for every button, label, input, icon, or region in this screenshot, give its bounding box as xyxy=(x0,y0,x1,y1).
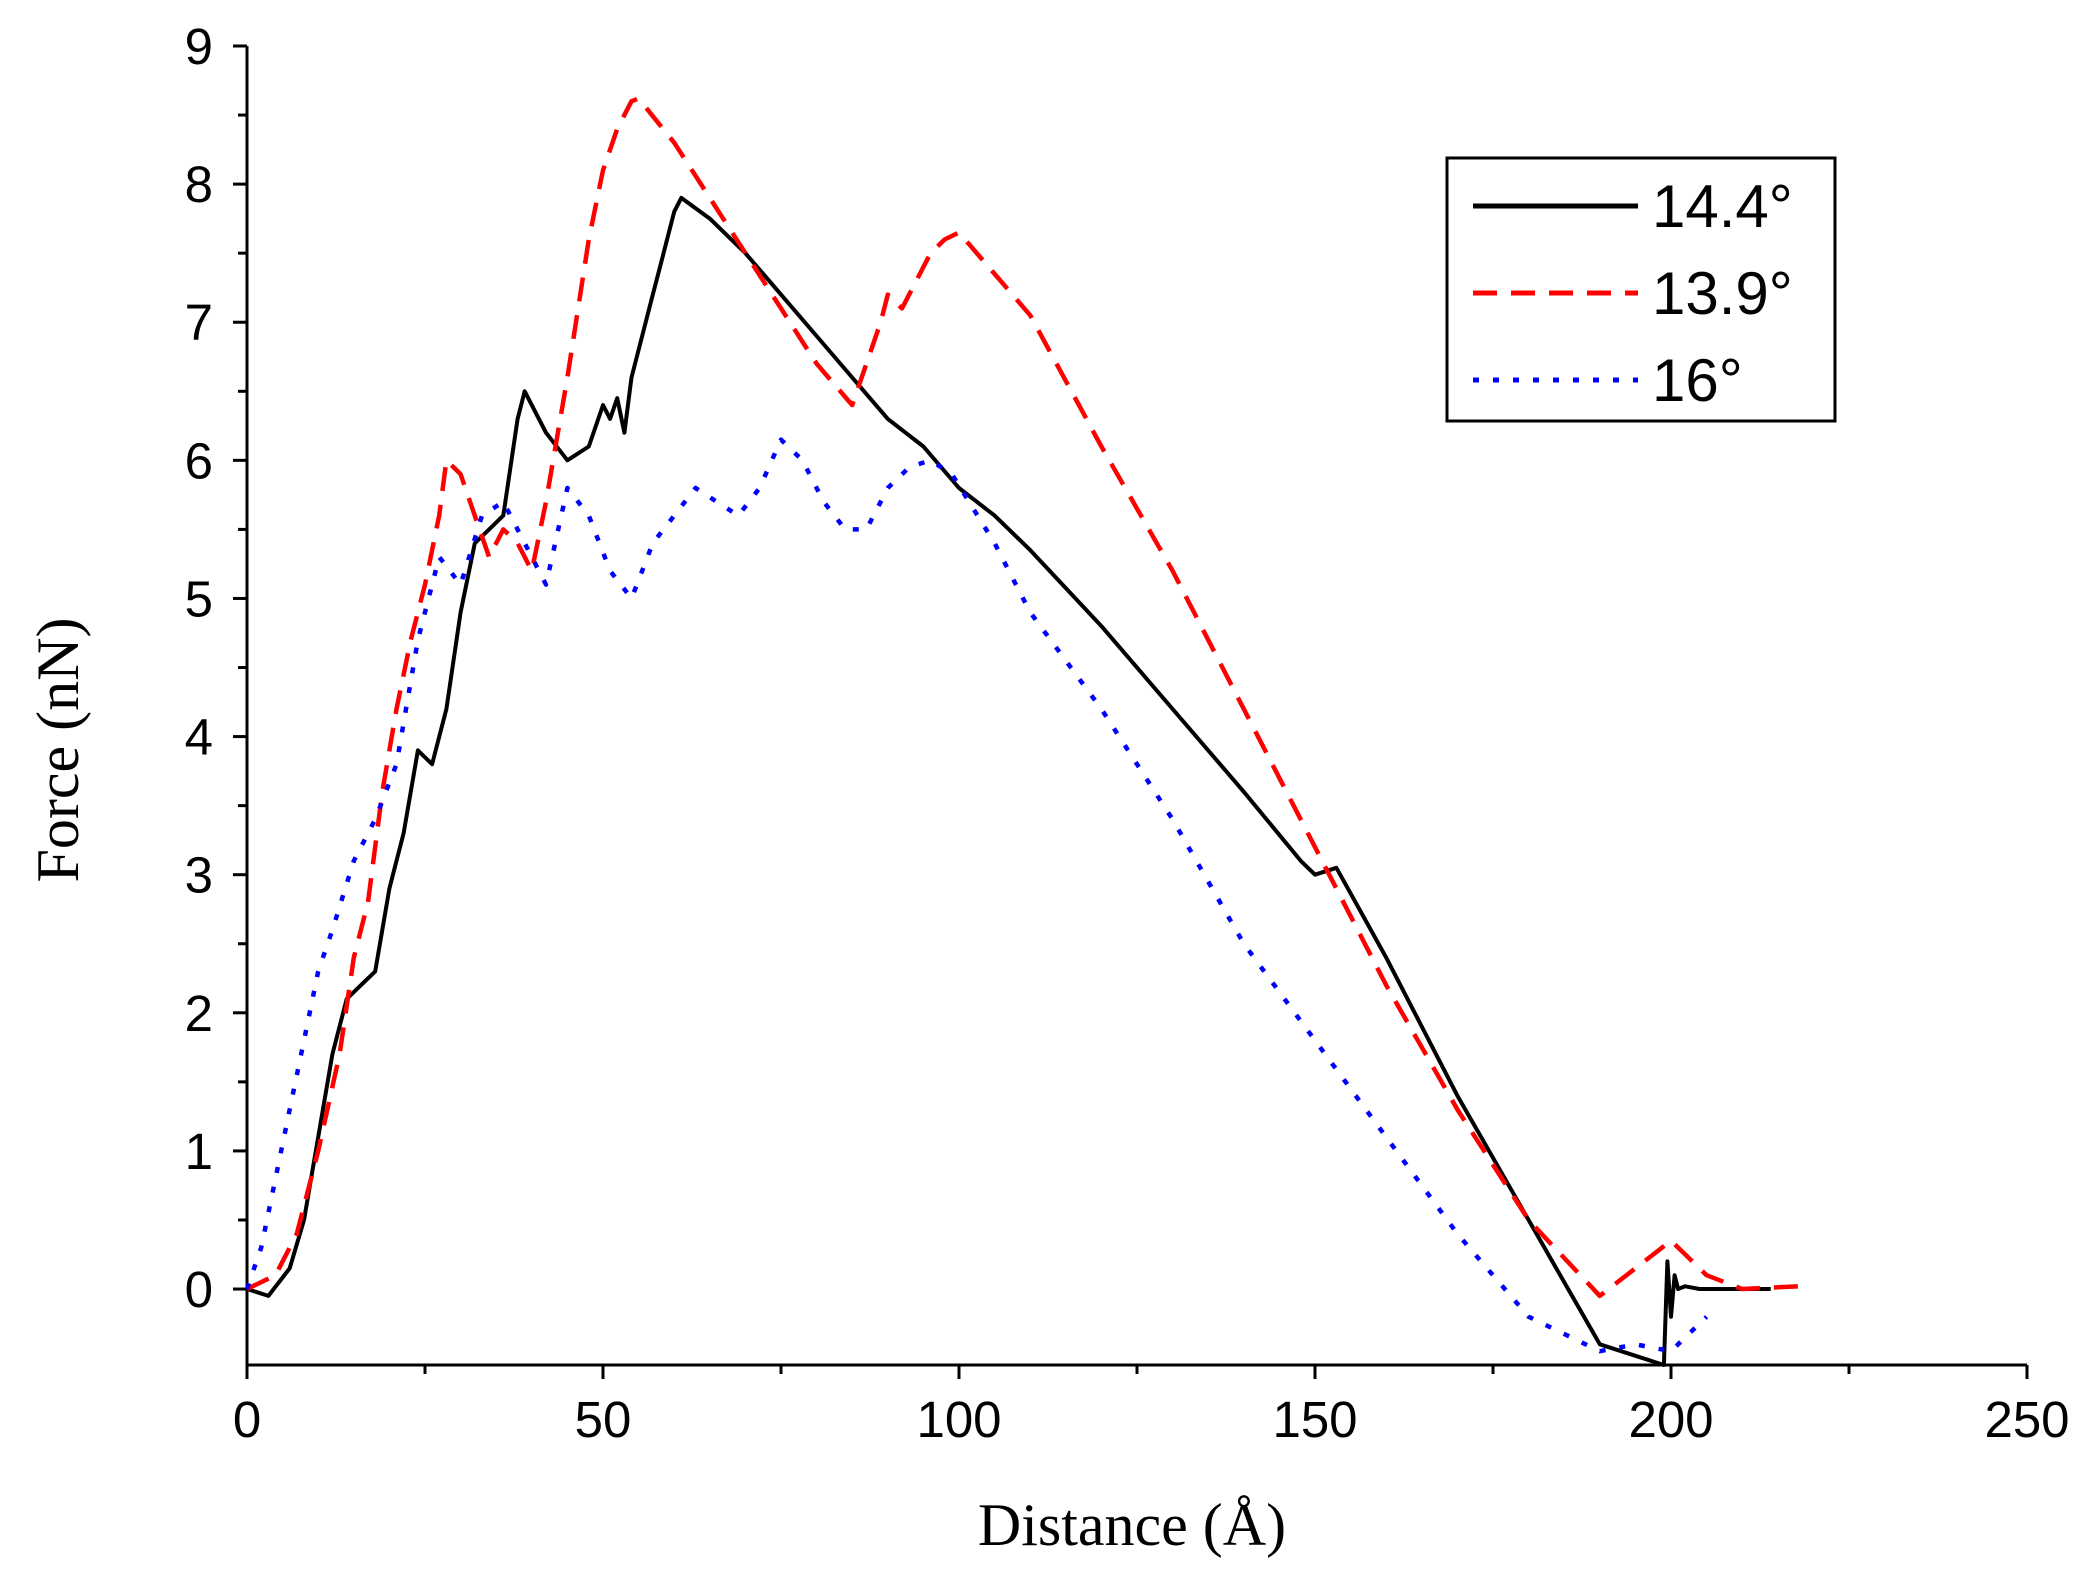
x-tick-label: 50 xyxy=(575,1391,632,1448)
series-line-14-4 xyxy=(246,195,1771,1367)
x-tick-label: 100 xyxy=(916,1391,1001,1448)
legend-box xyxy=(1445,156,1837,423)
y-tick-label: 8 xyxy=(185,156,213,213)
y-ticks: 0 1 2 3 4 5 6 7 8 9 xyxy=(185,18,247,1318)
legend: 14.4° 13.9° 16° xyxy=(1445,156,1837,423)
y-tick-label: 9 xyxy=(185,18,213,75)
x-tick-label: 250 xyxy=(1984,1391,2069,1448)
x-axis-title: Distance (Å) xyxy=(978,1492,1286,1558)
y-tick-label: 1 xyxy=(185,1123,213,1180)
y-axis-title: Force (nN) xyxy=(25,618,91,883)
series-line-16 xyxy=(244,437,1709,1354)
legend-label-16: 16° xyxy=(1652,347,1743,414)
y-tick-label: 6 xyxy=(185,432,213,489)
x-tick-label: 200 xyxy=(1628,1391,1713,1448)
legend-label-13-9: 13.9° xyxy=(1652,260,1793,327)
y-tick-label: 5 xyxy=(185,570,213,627)
legend-label-14-4: 14.4° xyxy=(1652,173,1793,240)
y-tick-label: 2 xyxy=(185,985,213,1042)
series-lines xyxy=(244,96,1800,1367)
series-line-13-9 xyxy=(246,96,1800,1299)
y-tick-label: 4 xyxy=(185,709,213,766)
x-tick-label: 0 xyxy=(233,1391,261,1448)
x-ticks: 0 50 100 150 200 250 xyxy=(233,1365,2070,1448)
y-tick-label: 0 xyxy=(185,1261,213,1318)
y-tick-label: 3 xyxy=(185,847,213,904)
x-tick-label: 150 xyxy=(1272,1391,1357,1448)
y-tick-label: 7 xyxy=(185,294,213,351)
